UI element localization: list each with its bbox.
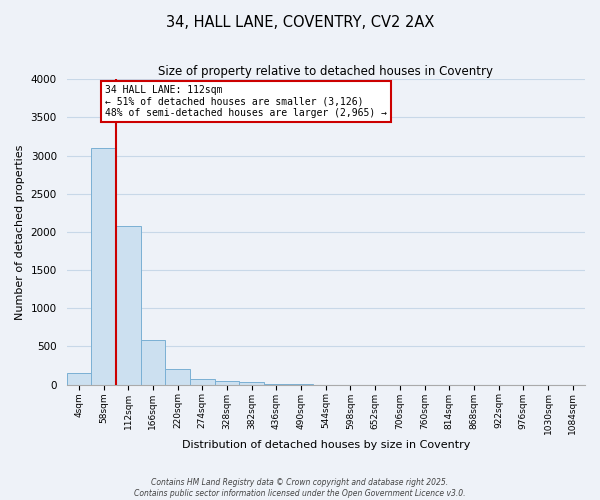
Text: 34 HALL LANE: 112sqm
← 51% of detached houses are smaller (3,126)
48% of semi-de: 34 HALL LANE: 112sqm ← 51% of detached h…: [105, 86, 387, 118]
Bar: [116, 226, 140, 384]
Bar: [140, 340, 165, 384]
Text: 34, HALL LANE, COVENTRY, CV2 2AX: 34, HALL LANE, COVENTRY, CV2 2AX: [166, 15, 434, 30]
X-axis label: Distribution of detached houses by size in Coventry: Distribution of detached houses by size …: [182, 440, 470, 450]
Bar: [91, 148, 116, 384]
Bar: [239, 382, 264, 384]
Text: Contains HM Land Registry data © Crown copyright and database right 2025.
Contai: Contains HM Land Registry data © Crown c…: [134, 478, 466, 498]
Title: Size of property relative to detached houses in Coventry: Size of property relative to detached ho…: [158, 65, 493, 78]
Bar: [67, 373, 91, 384]
Bar: [165, 368, 190, 384]
Bar: [190, 379, 215, 384]
Bar: [215, 381, 239, 384]
Y-axis label: Number of detached properties: Number of detached properties: [15, 144, 25, 320]
